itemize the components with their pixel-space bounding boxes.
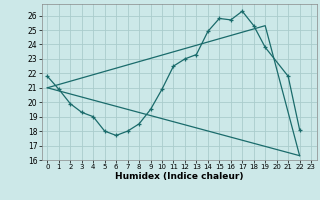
- X-axis label: Humidex (Indice chaleur): Humidex (Indice chaleur): [115, 172, 244, 181]
